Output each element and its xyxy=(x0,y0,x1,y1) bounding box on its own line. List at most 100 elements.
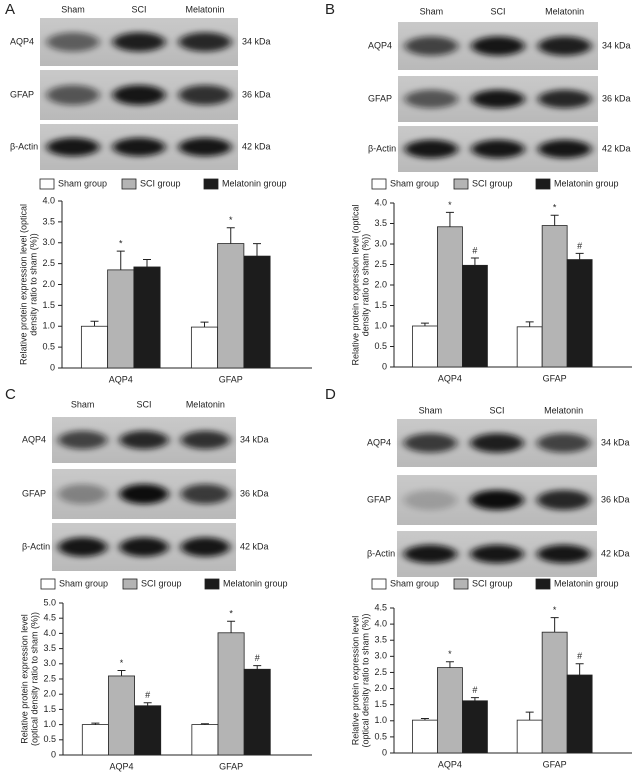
legend-label: Sham group xyxy=(390,178,439,188)
error-bar xyxy=(226,227,235,244)
blot-band xyxy=(58,430,108,450)
bar xyxy=(541,225,568,368)
blot-band xyxy=(471,139,525,159)
panel: D Sham SCI Melatonin AQP4 34 kDa GFAP 36 kDa β-A… xyxy=(325,386,632,769)
blot-size: 42 kDa xyxy=(242,141,271,151)
blot-band xyxy=(112,85,166,105)
legend-label: SCI group xyxy=(140,178,181,188)
y-tick-label: 3.5 xyxy=(374,218,387,228)
y-tick-label: 2.5 xyxy=(374,667,387,677)
y-tick-label: 2.5 xyxy=(374,259,387,269)
legend-swatch xyxy=(371,578,387,590)
y-tick-label: 0.5 xyxy=(374,731,387,741)
blot-band xyxy=(404,36,458,56)
blot-size: 36 kDa xyxy=(601,494,630,504)
bar xyxy=(108,675,135,756)
blot-band xyxy=(403,433,457,453)
x-tick-label: GFAP xyxy=(543,759,567,769)
bar xyxy=(437,226,463,368)
y-tick-label: 3.5 xyxy=(374,635,387,645)
bar xyxy=(191,724,219,756)
legend-label: SCI group xyxy=(472,178,513,188)
significance-marker: # xyxy=(472,245,477,255)
y-tick-label: 3.0 xyxy=(42,237,55,247)
bar xyxy=(217,243,245,369)
y-tick-label: 1.0 xyxy=(42,321,55,331)
blot-band xyxy=(537,433,591,453)
y-tick-label: 3.0 xyxy=(374,651,387,661)
y-tick-label: 2.0 xyxy=(374,683,387,693)
blot-band xyxy=(537,544,591,564)
blot-band xyxy=(119,484,169,504)
y-tick-label: 0 xyxy=(382,361,387,371)
error-bar xyxy=(200,723,209,725)
legend-label: Melatonin group xyxy=(554,178,619,188)
blot-label: GFAP xyxy=(22,488,46,498)
blot-label: AQP4 xyxy=(367,437,391,447)
lane-label: Sham xyxy=(71,399,95,409)
blot-band xyxy=(537,490,591,510)
y-tick-label: 0 xyxy=(51,749,56,759)
blot-band xyxy=(178,137,232,157)
blot-band xyxy=(119,537,169,557)
error-bar xyxy=(575,252,584,260)
x-tick-label: AQP4 xyxy=(110,761,134,771)
lane-label: Sham xyxy=(419,405,443,415)
blot-size: 34 kDa xyxy=(602,40,631,50)
x-tick-label: GFAP xyxy=(219,374,243,384)
blot-label: β-Actin xyxy=(10,141,38,151)
panel: B Sham SCI Melatonin AQP4 34 kDa GFAP 36 kDa β-A… xyxy=(325,1,632,383)
lane-label: SCI xyxy=(490,6,505,16)
y-tick-label: 4.5 xyxy=(43,613,56,623)
y-tick-label: 4.0 xyxy=(374,197,387,207)
error-bar xyxy=(550,214,559,226)
bar xyxy=(107,269,135,369)
y-axis-label: Relative protein expression level xyxy=(350,616,360,746)
error-bar xyxy=(420,322,429,326)
significance-marker: * xyxy=(229,215,233,225)
blot-band xyxy=(403,544,457,564)
legend-swatch xyxy=(535,178,551,190)
y-axis-label: Relative protein expression level xyxy=(19,614,29,744)
legend-label: SCI group xyxy=(141,578,182,588)
y-tick-label: 1.5 xyxy=(374,699,387,709)
legend-swatch xyxy=(371,178,387,190)
blot-size: 34 kDa xyxy=(601,437,630,447)
panel-letter: C xyxy=(5,386,16,403)
blot-size: 36 kDa xyxy=(240,488,269,498)
legend-label: Melatonin group xyxy=(554,578,619,588)
error-bar xyxy=(550,617,559,633)
legend-label: SCI group xyxy=(472,578,513,588)
error-bar xyxy=(227,620,236,633)
blot-label: AQP4 xyxy=(22,434,46,444)
legend-swatch xyxy=(535,578,551,590)
blot-band xyxy=(178,32,232,52)
error-bar xyxy=(525,321,534,327)
bar xyxy=(243,668,271,756)
legend-swatch xyxy=(40,578,56,590)
error-bar xyxy=(143,258,151,267)
y-tick-label: 4.0 xyxy=(42,195,55,205)
error-bar xyxy=(575,663,584,676)
legend-label: Sham group xyxy=(59,578,108,588)
bar xyxy=(80,325,109,369)
bar xyxy=(217,632,245,756)
bar xyxy=(516,326,543,368)
y-tick-label: 1.0 xyxy=(374,715,387,725)
y-axis-label: (optical density ratio to sham (%)) xyxy=(360,613,370,747)
error-bar xyxy=(143,702,152,706)
panel-letter: D xyxy=(325,386,336,403)
bar xyxy=(243,255,271,369)
legend-label: Sham group xyxy=(390,578,439,588)
lane-label: SCI xyxy=(136,399,151,409)
x-tick-label: AQP4 xyxy=(109,374,133,384)
y-tick-label: 0.5 xyxy=(43,734,56,744)
blot-band xyxy=(404,89,458,109)
significance-marker: * xyxy=(448,649,452,659)
y-tick-label: 0 xyxy=(50,362,55,372)
y-axis-label: Relative protein expression level (optic… xyxy=(18,204,28,365)
significance-marker: # xyxy=(577,241,582,251)
bar xyxy=(412,325,438,368)
lane-label: SCI xyxy=(131,4,146,14)
blot-size: 42 kDa xyxy=(601,548,630,558)
